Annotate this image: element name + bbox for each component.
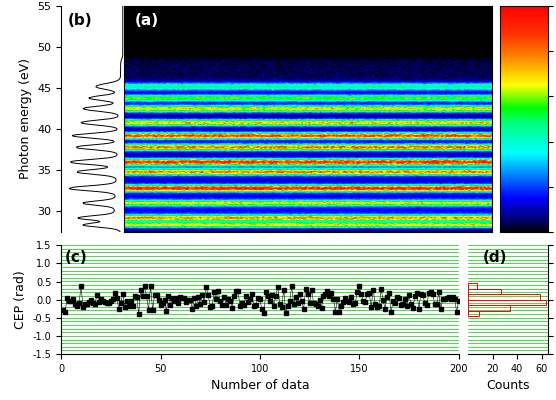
Bar <box>468 283 476 289</box>
X-axis label: Counts: Counts <box>486 379 530 392</box>
Text: (a): (a) <box>135 13 159 28</box>
Y-axis label: Photon energy (eV): Photon energy (eV) <box>19 58 32 180</box>
Text: (d): (d) <box>483 250 507 265</box>
Text: (c): (c) <box>65 250 88 265</box>
Bar <box>468 310 479 316</box>
Bar <box>468 289 501 294</box>
Y-axis label: CEP (rad): CEP (rad) <box>14 270 27 329</box>
Text: (b): (b) <box>67 13 92 28</box>
Bar <box>468 300 547 305</box>
X-axis label: Number of data: Number of data <box>211 379 309 392</box>
Bar <box>468 294 540 300</box>
Bar <box>468 305 510 310</box>
